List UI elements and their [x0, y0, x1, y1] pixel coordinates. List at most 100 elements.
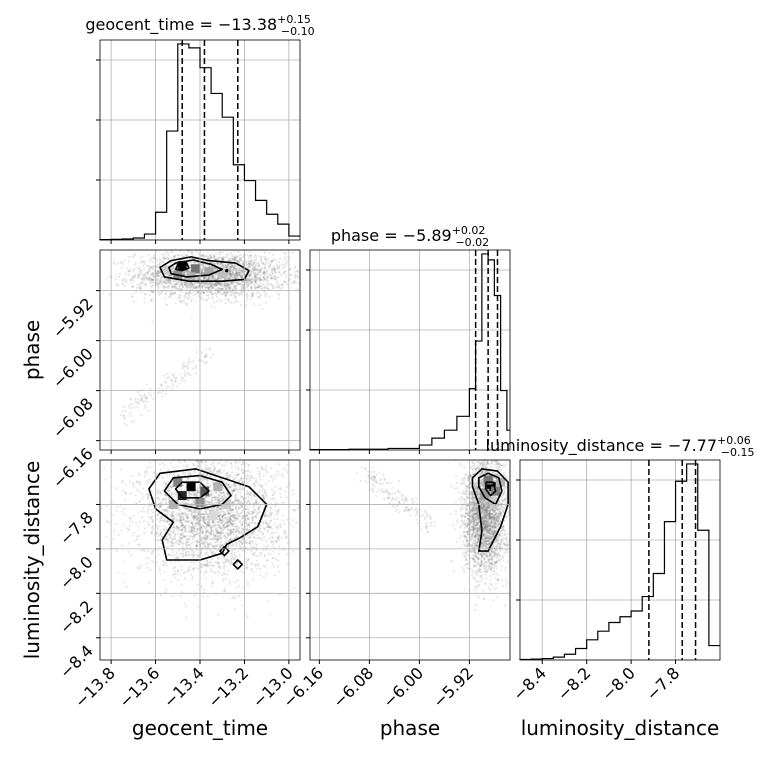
sample-point — [117, 275, 121, 279]
sample-point — [238, 270, 241, 273]
sample-point — [207, 521, 210, 524]
sample-point — [267, 479, 270, 483]
sample-point — [195, 541, 199, 544]
sample-point — [135, 488, 138, 491]
sample-point — [239, 541, 243, 544]
sample-point — [174, 282, 178, 286]
sample-point — [236, 264, 239, 267]
sample-point — [234, 255, 237, 258]
sample-point — [250, 258, 253, 261]
sample-point — [280, 283, 284, 286]
sample-point — [256, 283, 259, 286]
sample-point — [201, 271, 204, 275]
sample-point — [261, 487, 264, 491]
sample-point — [302, 261, 304, 263]
sample-point — [205, 286, 208, 289]
sample-point — [226, 277, 229, 281]
sample-point — [163, 508, 166, 511]
sample-point — [205, 523, 208, 526]
sample-point — [255, 279, 259, 282]
sample-point — [186, 498, 189, 502]
sample-point — [129, 268, 132, 271]
sample-point — [250, 263, 254, 267]
sample-point — [141, 277, 144, 280]
sample-point — [170, 513, 174, 516]
sample-point — [225, 284, 228, 287]
sample-point — [204, 477, 207, 481]
sample-point — [195, 278, 199, 281]
sample-point-tail — [171, 388, 174, 391]
sample-point — [217, 511, 220, 514]
sample-point — [265, 271, 268, 274]
sample-point-tail — [139, 413, 142, 417]
sample-point — [168, 522, 172, 525]
sample-point — [213, 306, 216, 309]
sample-point — [173, 526, 176, 529]
sample-point — [201, 468, 204, 471]
sample-point — [192, 287, 196, 290]
sample-point — [158, 525, 161, 528]
sample-point — [165, 510, 169, 513]
sample-point — [219, 546, 222, 549]
sample-point — [238, 460, 241, 462]
sample-point — [229, 532, 233, 535]
sample-point — [245, 493, 248, 496]
sample-point — [228, 538, 232, 541]
sample-point — [283, 522, 286, 526]
sample-point — [300, 547, 302, 549]
sample-point — [283, 270, 286, 273]
sample-point — [176, 514, 179, 518]
sample-point — [187, 538, 190, 541]
sample-point — [201, 263, 204, 266]
sample-point — [164, 526, 167, 529]
sample-point — [122, 278, 125, 281]
sample-point — [205, 512, 208, 515]
sample-point — [130, 279, 133, 282]
sample-point — [166, 285, 169, 288]
sample-point — [221, 515, 224, 518]
sample-point — [238, 291, 242, 294]
sample-point — [202, 519, 206, 522]
sample-point — [234, 273, 237, 276]
sample-point — [178, 287, 181, 291]
sample-point — [218, 536, 221, 539]
sample-point — [172, 514, 175, 517]
sample-point — [258, 554, 261, 558]
sample-point — [195, 276, 198, 279]
sample-point — [149, 282, 152, 285]
sample-point — [178, 520, 181, 524]
sample-point — [159, 279, 162, 283]
sample-point — [179, 515, 182, 519]
sample-point — [206, 551, 209, 554]
sample-point — [216, 537, 219, 541]
sample-point — [216, 530, 219, 533]
sample-point — [222, 498, 225, 501]
sample-point — [137, 276, 140, 279]
sample-point — [201, 282, 204, 285]
sample-point-tail — [136, 391, 139, 394]
sample-point — [228, 473, 232, 476]
sample-point — [124, 280, 127, 283]
sample-point — [159, 258, 162, 262]
sample-point — [120, 544, 124, 547]
sample-point — [225, 536, 228, 539]
sample-point — [241, 505, 244, 509]
sample-point — [203, 536, 206, 540]
sample-point — [236, 510, 239, 513]
sample-point — [228, 273, 231, 276]
sample-point — [256, 533, 259, 536]
sample-point — [241, 528, 244, 531]
sample-point — [227, 278, 230, 281]
sample-point — [191, 462, 195, 466]
sample-point-tail — [145, 395, 148, 398]
sample-point — [164, 292, 167, 296]
sample-point — [159, 261, 162, 264]
sample-point — [249, 494, 252, 497]
sample-point — [197, 520, 200, 523]
sample-point — [250, 277, 253, 280]
sample-point — [161, 559, 165, 562]
sample-point — [228, 474, 231, 478]
sample-point — [274, 271, 277, 274]
sample-point-tail — [130, 402, 134, 406]
sample-point — [149, 517, 153, 521]
